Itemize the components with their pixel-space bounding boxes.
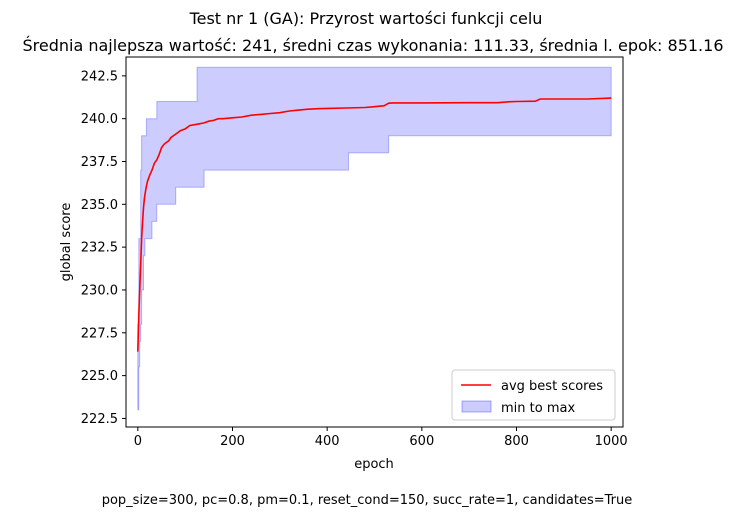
- x-axis-label: epoch: [354, 457, 394, 472]
- x-tick-label: 0: [134, 434, 142, 449]
- y-tick-label: 227.5: [81, 326, 118, 341]
- x-tick-label: 1000: [595, 434, 628, 449]
- series-avg-best-scores-line: [137, 97, 612, 352]
- chart-title: Test nr 1 (GA): Przyrost wartości funkcj…: [189, 9, 543, 28]
- legend-label-min-to-max: min to max: [501, 401, 575, 416]
- legend-box: [451, 369, 616, 421]
- y-tick-label: 235.0: [81, 198, 118, 213]
- plot-area: 0 200 400 600 800 1000 222.5 225.0 227.5 230.0 23…: [81, 56, 628, 449]
- x-tick-label: 200: [220, 434, 245, 449]
- legend: avg best scores min to max: [451, 369, 616, 421]
- legend-label-avg-best-scores: avg best scores: [501, 379, 603, 394]
- series-min-to-max-band: [137, 66, 612, 411]
- y-axis-label: global score: [59, 203, 74, 282]
- axes-frame: [125, 56, 624, 428]
- legend-band-swatch: [461, 400, 492, 413]
- y-tick-label: 225.0: [81, 369, 118, 384]
- y-tick-label: 232.5: [81, 241, 118, 256]
- x-axis-ticks: 0 200 400 600 800 1000: [134, 427, 628, 449]
- x-tick-label: 800: [504, 434, 529, 449]
- chart-footer: pop_size=300, pc=0.8, pm=0.1, reset_cond…: [102, 493, 633, 508]
- y-tick-label: 222.5: [81, 412, 118, 427]
- y-axis-ticks: 222.5 225.0 227.5 230.0 232.5 235.0 237.5 240.0…: [81, 69, 126, 427]
- chart-subtitle: Średnia najlepsza wartość: 241, średni c…: [22, 36, 723, 55]
- line-layer: [137, 97, 612, 352]
- y-tick-label: 240.0: [81, 112, 118, 127]
- x-tick-label: 600: [409, 434, 434, 449]
- x-tick-label: 400: [315, 434, 340, 449]
- y-tick-label: 230.0: [81, 283, 118, 298]
- y-tick-label: 242.5: [81, 69, 118, 84]
- band-layer: [137, 66, 612, 411]
- y-tick-label: 237.5: [81, 155, 118, 170]
